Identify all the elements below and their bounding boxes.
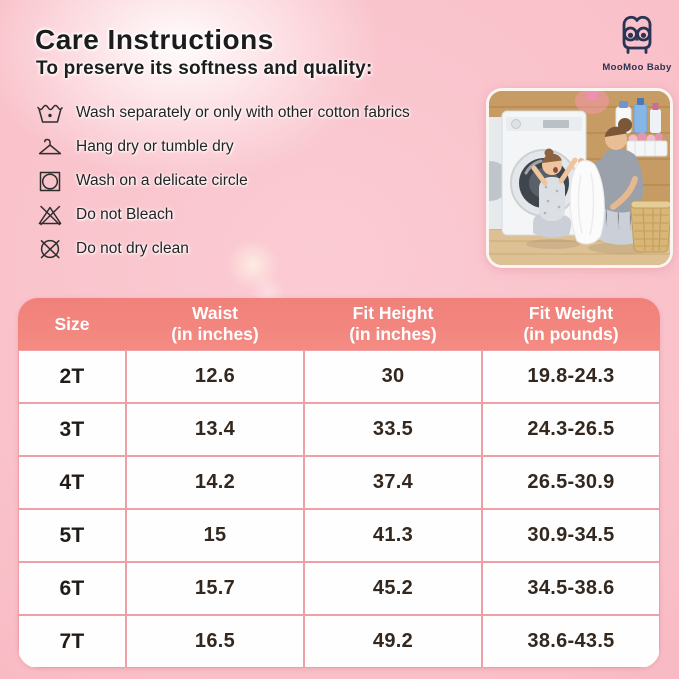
waist-cell: 13.4 (126, 403, 304, 456)
table-row-6t: 6T 15.7 45.2 34.5-38.6 (18, 562, 660, 615)
fit-weight-cell: 30.9-34.5 (482, 509, 660, 562)
column-header-fit-height: Fit Height (in inches) (349, 303, 437, 344)
column-header-fit-weight: Fit Weight (in pounds) (523, 303, 619, 344)
hanger-icon (36, 135, 64, 159)
care-item-label: Wash separately or only with other cotto… (76, 104, 410, 121)
size-chart-table: Size Waist (in inches) Fit Height (in in… (18, 298, 660, 668)
fit-weight-cell: 34.5-38.6 (482, 562, 660, 615)
care-item-label: Hang dry or tumble dry (76, 138, 234, 155)
fit-height-cell: 41.3 (304, 509, 482, 562)
fit-height-cell: 30 (304, 350, 482, 403)
do-not-dry-clean-icon (36, 237, 64, 261)
wash-tub-icon (36, 101, 64, 125)
do-not-bleach-icon (36, 203, 64, 227)
fit-height-cell: 49.2 (304, 615, 482, 668)
fit-weight-cell: 38.6-43.5 (482, 615, 660, 668)
care-item-label: Do not Bleach (76, 206, 174, 223)
fit-weight-cell: 26.5-30.9 (482, 456, 660, 509)
laundry-photo-illustration (489, 91, 670, 265)
size-cell: 2T (18, 350, 126, 403)
waist-cell: 15.7 (126, 562, 304, 615)
waist-cell: 16.5 (126, 615, 304, 668)
size-cell: 3T (18, 403, 126, 456)
owl-icon (613, 15, 661, 60)
table-row-5t: 5T 15 41.3 30.9-34.5 (18, 509, 660, 562)
care-instruction-list: Wash separately or only with other cotto… (36, 96, 410, 266)
fit-height-cell: 45.2 (304, 562, 482, 615)
care-item-label: Do not dry clean (76, 240, 189, 257)
care-item-do-not-dry-clean: Do not dry clean (36, 232, 410, 266)
fit-height-cell: 37.4 (304, 456, 482, 509)
care-item-delicate-cycle: Wash on a delicate circle (36, 164, 410, 198)
fit-weight-cell: 19.8-24.3 (482, 350, 660, 403)
size-cell: 5T (18, 509, 126, 562)
table-row-3t: 3T 13.4 33.5 24.3-26.5 (18, 403, 660, 456)
page-title: Care Instructions (35, 24, 274, 55)
care-item-hang-dry: Hang dry or tumble dry (36, 130, 410, 164)
page-subtitle: To preserve its softness and quality: (36, 58, 373, 79)
table-row-4t: 4T 14.2 37.4 26.5-30.9 (18, 456, 660, 509)
waist-cell: 12.6 (126, 350, 304, 403)
square-circle-icon (36, 169, 64, 193)
size-chart-header-row: Size Waist (in inches) Fit Height (in in… (18, 298, 660, 350)
brand-name: MooMoo Baby (602, 62, 672, 73)
column-header-size: Size (54, 313, 90, 334)
fit-weight-cell: 24.3-26.5 (482, 403, 660, 456)
size-cell: 4T (18, 456, 126, 509)
column-header-waist: Waist (in inches) (171, 303, 259, 344)
size-cell: 6T (18, 562, 126, 615)
care-item-do-not-bleach: Do not Bleach (36, 198, 410, 232)
table-row-2t: 2T 12.6 30 19.8-24.3 (18, 350, 660, 403)
fit-height-cell: 33.5 (304, 403, 482, 456)
brand-logo: MooMoo Baby (598, 10, 676, 73)
laundry-photo (486, 88, 673, 268)
size-cell: 7T (18, 615, 126, 668)
care-item-wash-separately: Wash separately or only with other cotto… (36, 96, 410, 130)
waist-cell: 15 (126, 509, 304, 562)
table-row-7t: 7T 16.5 49.2 38.6-43.5 (18, 615, 660, 668)
waist-cell: 14.2 (126, 456, 304, 509)
care-item-label: Wash on a delicate circle (76, 172, 248, 189)
